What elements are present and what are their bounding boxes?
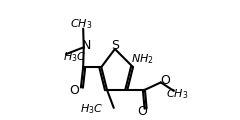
- Text: N: N: [81, 39, 91, 52]
- Text: O: O: [160, 74, 170, 87]
- Text: S: S: [111, 39, 120, 52]
- Text: $H_3C$: $H_3C$: [80, 103, 104, 117]
- Text: $H_3C$: $H_3C$: [63, 51, 86, 64]
- Text: O: O: [70, 84, 80, 97]
- Text: $CH_3$: $CH_3$: [166, 87, 188, 101]
- Text: O: O: [137, 105, 147, 118]
- Text: $NH_2$: $NH_2$: [131, 52, 154, 66]
- Text: $CH_3$: $CH_3$: [70, 17, 92, 31]
